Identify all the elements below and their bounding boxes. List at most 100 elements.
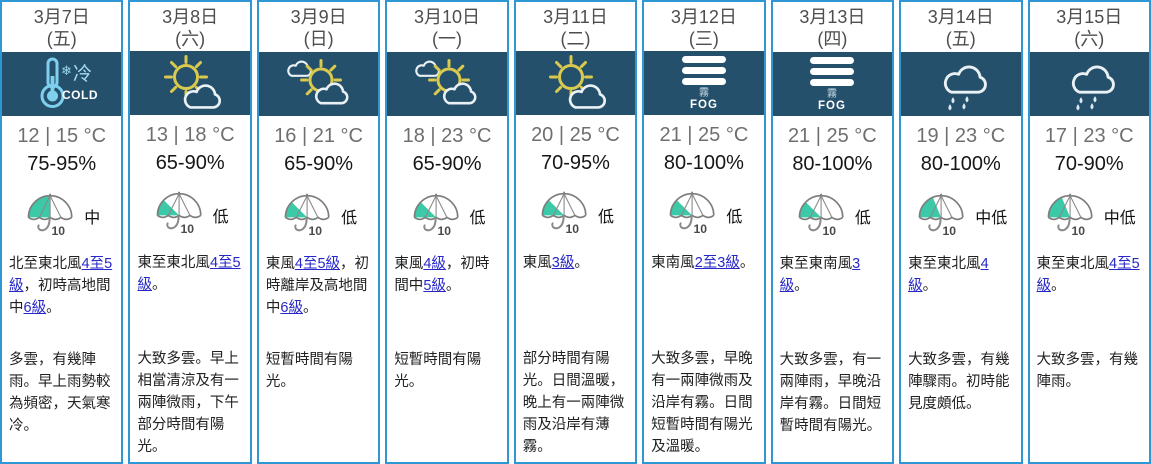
rain-cloud-icon bbox=[943, 65, 987, 111]
weather-icon-band bbox=[1029, 52, 1149, 116]
psr-umbrella-icon: 10 bbox=[1047, 193, 1093, 238]
humidity-range: 80-100% bbox=[663, 151, 744, 174]
psr-level-label: 低 bbox=[597, 208, 614, 226]
svg-text:10: 10 bbox=[180, 222, 194, 236]
wind-speed-link[interactable]: 4級 bbox=[423, 256, 446, 272]
date-header: 3月12日 (三) bbox=[644, 2, 763, 51]
psr-umbrella-icon: 10 bbox=[541, 192, 587, 236]
wind-text-segment: 。 bbox=[151, 276, 167, 293]
rain-probability: 10 中低 bbox=[1030, 183, 1149, 249]
date-label: 3月10日 bbox=[414, 7, 481, 27]
date-label: 3月8日 bbox=[162, 7, 219, 27]
wind-speed-link[interactable]: 6級 bbox=[23, 300, 47, 317]
psr-umbrella-icon: 10 bbox=[918, 193, 964, 238]
wind-text-segment: 。 bbox=[739, 254, 755, 271]
temperature-range: 18 | 23 °C bbox=[402, 125, 492, 147]
temperature-range: 13 | 18 °C bbox=[145, 123, 235, 146]
weather-icon-band bbox=[387, 52, 507, 116]
forecast-day-column: 3月12日 (三) 霧 FOG 21 | 25 °C 80-100% bbox=[642, 0, 766, 464]
weather-forecast-text: 短暫時間有陽光。 bbox=[265, 352, 353, 391]
svg-text:FOG: FOG bbox=[690, 99, 718, 111]
weather-icon-band: 霧 FOG bbox=[772, 52, 893, 116]
wind-speed-link[interactable]: 4至5級 bbox=[137, 254, 241, 293]
temperature-range: 20 | 25 °C bbox=[531, 123, 620, 146]
svg-text:10: 10 bbox=[565, 222, 579, 236]
svg-text:霧: 霧 bbox=[699, 87, 709, 99]
wind-text-segment: 。 bbox=[302, 300, 318, 317]
date-header: 3月10日 (一) bbox=[387, 2, 506, 52]
sun-with-cloud-icon bbox=[549, 54, 607, 109]
weather-forecast-text: 大致多雲，有幾陣驟雨。初時能見度頗低。 bbox=[908, 352, 1010, 413]
wind-text-segment: 東至東北風 bbox=[1036, 256, 1110, 272]
weekday-label: (六) bbox=[1074, 28, 1105, 49]
temperature-range: 17 | 23 °C bbox=[1044, 125, 1134, 147]
psr-umbrella-icon: 10 bbox=[27, 193, 73, 238]
wind-text-segment: 。 bbox=[922, 278, 938, 295]
weather-icon-band: 霧 FOG bbox=[644, 50, 764, 115]
humidity-range: 80-100% bbox=[920, 153, 1001, 175]
date-header: 3月9日 (日) bbox=[259, 2, 378, 52]
wind-text-segment: 。 bbox=[794, 278, 809, 295]
wind-speed-link[interactable]: 4至5級 bbox=[9, 256, 113, 295]
date-header: 3月7日 (五) bbox=[2, 2, 121, 52]
date-header: 3月15日 (六) bbox=[1030, 2, 1149, 52]
wind-forecast-text: 東風4至5級，初時離岸及高地間中6級。 bbox=[259, 249, 378, 344]
svg-text:霧: 霧 bbox=[827, 88, 837, 100]
rain-probability: 10 低 bbox=[387, 183, 506, 249]
date-header: 3月13日 (四) bbox=[773, 2, 892, 52]
wind-forecast-text: 東至東南風3級。 bbox=[773, 249, 892, 344]
wind-speed-link[interactable]: 4至5級 bbox=[294, 256, 341, 272]
temperature-range: 19 | 23 °C bbox=[916, 125, 1006, 147]
wind-text-segment: ，初時間中 bbox=[394, 256, 490, 295]
forecast-day-column: 3月14日 (五) 19 | 23 °C 80-100% bbox=[899, 0, 1023, 464]
psr-level-label: 中低 bbox=[975, 210, 1008, 227]
wind-text-segment: 東風 bbox=[522, 254, 552, 271]
date-label: 3月11日 bbox=[543, 7, 608, 27]
wind-speed-link[interactable]: 5級 bbox=[423, 278, 446, 295]
weather-forecast-text: 大致多雲，有幾陣雨。 bbox=[1036, 352, 1139, 391]
humidity-range: 65-90% bbox=[412, 153, 482, 175]
temperature-range: 16 | 21 °C bbox=[274, 125, 363, 147]
forecast-day-column: 3月11日 (二) bbox=[513, 0, 638, 464]
sun-between-clouds-icon bbox=[415, 59, 477, 105]
humidity-range: 70-90% bbox=[1054, 153, 1124, 175]
date-header: 3月8日 (六) bbox=[130, 2, 249, 51]
svg-text:10: 10 bbox=[437, 224, 451, 238]
wind-text-segment: 。 bbox=[574, 254, 589, 271]
weekday-label: (六) bbox=[175, 28, 206, 49]
wind-forecast-text: 東南風2至3級。 bbox=[644, 248, 763, 343]
wind-speed-link[interactable]: 2至3級 bbox=[694, 254, 740, 271]
weekday-label: (五) bbox=[46, 28, 77, 49]
wind-text-segment: 東至東北風 bbox=[908, 256, 981, 272]
weekday-label: (二) bbox=[560, 28, 591, 49]
svg-text:10: 10 bbox=[822, 224, 836, 238]
forecast-day-column: 3月15日 (六) 17 | 23 °C 70-90% bbox=[1027, 0, 1151, 464]
wind-speed-link[interactable]: 6級 bbox=[280, 300, 303, 317]
wind-speed-link[interactable]: 4級 bbox=[908, 256, 989, 295]
forecast-day-column: 3月9日 (日) bbox=[256, 0, 381, 464]
wind-text-segment: 東至東北風 bbox=[137, 254, 210, 271]
wind-text-segment: 東風 bbox=[394, 256, 424, 272]
rain-probability: 10 低 bbox=[130, 182, 249, 248]
date-label: 3月9日 bbox=[290, 7, 347, 27]
weather-forecast-text: 大致多雲，有一兩陣雨，早晚沿岸有霧。日間短暫時間有陽光。 bbox=[779, 352, 882, 435]
humidity-range: 70-95% bbox=[541, 151, 610, 174]
wind-speed-link[interactable]: 3級 bbox=[779, 256, 861, 295]
wind-speed-link[interactable]: 3級 bbox=[551, 254, 575, 271]
wind-speed-link[interactable]: 4至5級 bbox=[1036, 256, 1140, 295]
wind-forecast-text: 東風4級，初時間中5級。 bbox=[387, 249, 506, 344]
wind-forecast-text: 東風3級。 bbox=[516, 248, 635, 343]
svg-text:FOG: FOG bbox=[818, 100, 846, 112]
weather-forecast-text: 部分時間有陽光。日間溫暖，晚上有一兩陣微雨及沿岸有薄霧。 bbox=[522, 350, 625, 456]
sun-between-clouds-icon bbox=[286, 59, 349, 105]
psr-level-label: 低 bbox=[726, 208, 743, 226]
cold-weather-icon: ❄ 冷 COLD bbox=[40, 57, 98, 108]
svg-text:COLD: COLD bbox=[62, 88, 98, 102]
weather-forecast-text: 短暫時間有陽光。 bbox=[394, 352, 482, 391]
weather-icon-band bbox=[130, 50, 250, 115]
forecast-day-column: 3月13日 (四) 霧 FOG 21 | 25 °C 80-100% bbox=[770, 0, 895, 464]
weekday-label: (五) bbox=[945, 28, 976, 49]
weather-icon-band: ❄ 冷 COLD bbox=[2, 52, 122, 116]
psr-level-label: 低 bbox=[469, 210, 486, 227]
